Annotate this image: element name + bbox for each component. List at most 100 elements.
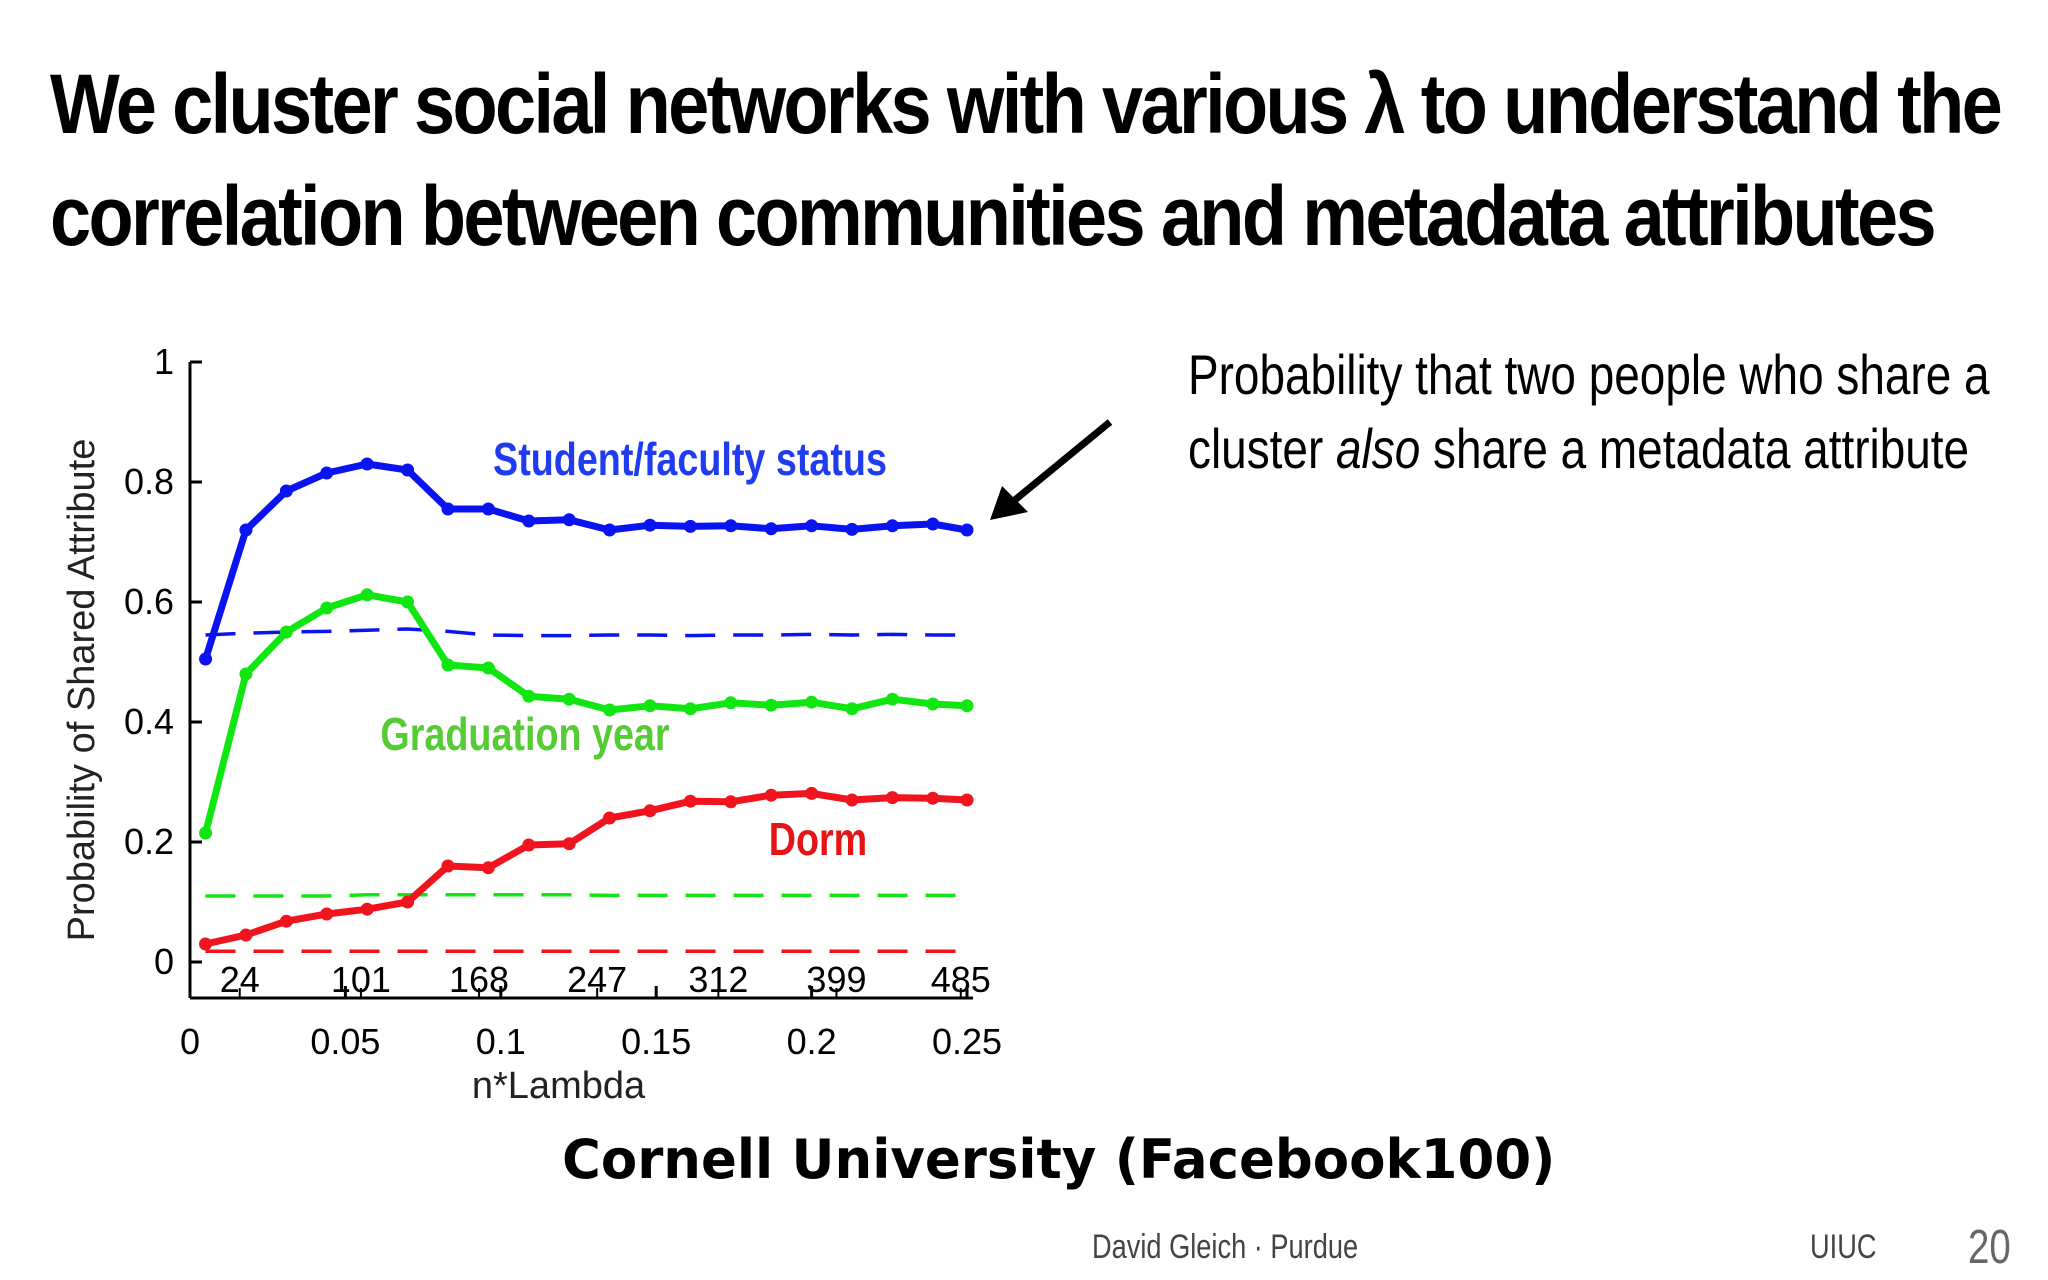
x-tick-label: 0.2 [787,1021,837,1062]
series-label: Student/faculty status [493,433,887,484]
data-point [724,696,738,710]
data-point [481,502,495,516]
data-point [885,692,899,706]
data-point [603,811,617,825]
series-label: Dorm [769,813,867,864]
footer-venue: UIUC [1810,1228,1877,1266]
cluster-count-label: 247 [567,959,627,1000]
x-tick-label: 0 [180,1021,200,1062]
data-point [724,795,738,809]
chart-caption: Cornell University (Facebook100) [562,1128,1556,1191]
cluster-count-label: 24 [220,959,260,1000]
y-tick-label: 0 [154,941,174,982]
data-point [360,902,374,916]
page-number: 20 [1968,1221,2011,1274]
slide-title-line-2: correlation between communities and meta… [50,169,1937,263]
data-series [199,457,974,951]
data-point [239,928,253,942]
data-point [845,793,859,807]
y-tick-label: 0.2 [124,821,174,862]
data-point [320,466,334,480]
data-point [805,519,819,533]
y-tick-label: 0.4 [124,701,174,742]
data-point [320,907,334,921]
y-axis-label: Probability of Shared Attribute [61,439,103,942]
data-point [401,463,415,477]
data-point [320,601,334,615]
cluster-count-label: 168 [449,959,509,1000]
data-point [643,699,657,713]
data-point [199,937,213,951]
data-point [805,695,819,709]
data-point [279,484,293,498]
footer-author: David Gleich · Purdue [1092,1228,1359,1266]
cluster-count-label: 485 [931,959,991,1000]
data-point [239,667,253,681]
annotation-line-2-a: cluster [1188,417,1337,480]
data-point [683,702,697,716]
data-point [926,517,940,531]
arrow-icon [990,419,1113,520]
annotation-text: Probability that two people who share a … [1188,338,1990,486]
data-point [441,502,455,516]
data-point [481,661,495,675]
series-line-2 [204,789,968,948]
chart-labels: Student/faculty status Graduation year Dor… [380,433,887,864]
data-point [960,523,974,537]
data-point [764,788,778,802]
series-line-0 [202,460,968,661]
annotation-line-2-b: share a metadata attribute [1420,417,1970,480]
data-point [960,699,974,713]
x-tick-label: 0.1 [476,1021,526,1062]
slide-title-line-1: We cluster social networks with various … [50,57,2003,151]
data-point [926,697,940,711]
data-point [764,522,778,536]
annotation-line-2: cluster also share a metadata attribute [1188,412,1969,486]
data-point [441,658,455,672]
data-point [360,588,374,602]
baseline-0 [205,627,967,638]
cluster-count-label: 312 [688,959,748,1000]
data-point [239,523,253,537]
data-point [562,692,576,706]
data-point [845,522,859,536]
y-tick-label: 0.8 [124,461,174,502]
series-line-1 [202,591,968,834]
data-point [643,804,657,818]
data-point [481,861,495,875]
data-point [885,791,899,805]
data-point [603,703,617,717]
data-point [643,518,657,532]
data-point [199,826,213,840]
annotation-emphasis: also [1336,417,1421,480]
data-point [522,689,536,703]
data-point [199,652,213,666]
baseline-series [205,627,967,953]
data-point [360,457,374,471]
data-point [441,859,455,873]
data-point [279,625,293,639]
y-tick-label: 0.6 [124,581,174,622]
data-point [522,838,536,852]
cluster-count-label: 101 [331,959,391,1000]
data-point [960,793,974,807]
data-point [926,791,940,805]
x-tick-label: 0.05 [310,1021,380,1062]
data-point [724,519,738,533]
data-point [805,786,819,800]
data-point [603,523,617,537]
data-point [885,519,899,533]
cluster-count-label: 399 [806,959,866,1000]
annotation-line-1: Probability that two people who share a [1188,343,1990,406]
data-point [401,595,415,609]
data-point [683,519,697,533]
data-point [279,914,293,928]
line-chart: 0 0.2 0.4 0.6 0.8 1 0 0.05 0.1 0.15 0.2 0.25 24 101 16… [61,341,1002,1107]
data-point [562,513,576,527]
y-tick-label: 1 [154,341,174,382]
baseline-1 [205,893,967,898]
x-axis-label: n*Lambda [472,1065,646,1107]
data-point [401,895,415,909]
slide-title: We cluster social networks with various … [50,48,2003,272]
chart-axes: 0 0.2 0.4 0.6 0.8 1 0 0.05 0.1 0.15 0.2 0.25 24 101 16… [61,341,1002,1107]
